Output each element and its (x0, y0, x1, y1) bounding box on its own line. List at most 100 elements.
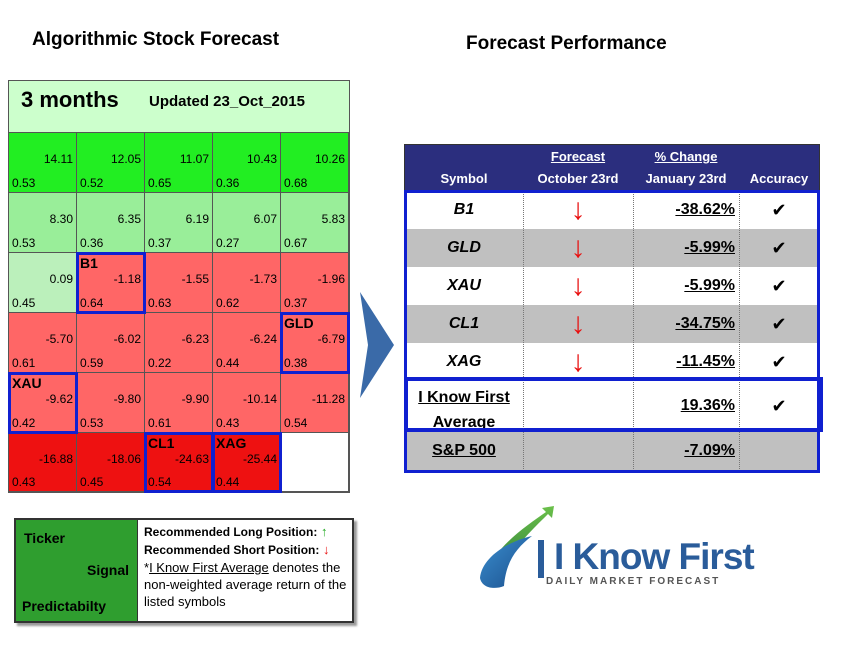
heatmap-cell-signal: -6.23 (181, 332, 209, 346)
row-change: -5.99% (684, 239, 735, 256)
heatmap-cell-signal: -9.80 (113, 392, 141, 406)
forecast-heatmap: 3 months Updated 23_Oct_2015 14.11 0.53 12… (8, 80, 350, 493)
average-change: 19.36% (680, 397, 735, 414)
table-row: B1 ↓ -38.62% ✔ (405, 191, 819, 229)
table-row: GLD ↓ -5.99% ✔ (405, 229, 819, 267)
big-right-arrow-icon (360, 292, 394, 398)
checkmark-icon: ✔ (771, 352, 787, 372)
heatmap-cell-predictability: 0.38 (284, 356, 308, 370)
heatmap-cell: 6.07 0.27 (213, 193, 281, 253)
heatmap-cell-predictability: 0.62 (216, 296, 240, 310)
legend-text: Recommended Long Position: ↑ Recommended… (144, 523, 354, 610)
right-title: Forecast Performance (466, 33, 667, 54)
down-arrow-icon: ↓ (322, 542, 330, 557)
heatmap-cell-predictability: 0.53 (12, 176, 36, 190)
heatmap-cell-signal: -6.02 (113, 332, 141, 346)
heatmap-cell: -6.02 0.59 (77, 313, 145, 373)
heatmap-cell-signal: 0.09 (49, 272, 73, 286)
heatmap-cell-signal: -10.14 (242, 392, 277, 406)
heatmap-cell-ticker: CL1 (148, 435, 175, 451)
left-title: Algorithmic Stock Forecast (32, 29, 280, 50)
heatmap-cell: 6.35 0.36 (77, 193, 145, 253)
average-label-line2: Average (432, 414, 496, 431)
heatmap-cell-signal: -25.44 (242, 452, 277, 466)
row-symbol: GLD (447, 239, 481, 256)
heatmap-cell-signal: 8.30 (49, 212, 73, 226)
heatmap-cell: -1.55 0.63 (145, 253, 213, 313)
down-arrow-icon: ↓ (570, 231, 586, 264)
heatmap-cell-predictability: 0.36 (80, 236, 104, 250)
heatmap-cell-predictability: 0.53 (80, 416, 104, 430)
heatmap-cell-predictability: 0.54 (148, 475, 172, 489)
heatmap-cell-predictability: 0.22 (148, 356, 172, 370)
heatmap-cell-predictability: 0.44 (216, 475, 240, 489)
heatmap-cell: 5.83 0.67 (281, 193, 349, 253)
heatmap-cell-signal: -1.18 (113, 272, 141, 286)
heatmap-cell-signal: -11.28 (311, 392, 345, 406)
heatmap-cell-signal: -1.55 (181, 272, 209, 286)
heatmap-cell-signal: 10.43 (246, 152, 277, 166)
checkmark-icon: ✔ (771, 238, 787, 258)
heatmap-cell-predictability: 0.54 (284, 416, 308, 430)
header-change-date: January 23rd (645, 171, 727, 186)
row-symbol: XAG (446, 353, 482, 370)
checkmark-icon: ✔ (771, 276, 787, 296)
sp500-symbol: S&P 500 (432, 442, 496, 459)
down-arrow-icon: ↓ (570, 307, 586, 340)
legend-short: Recommended Short Position: (144, 543, 320, 557)
header-forecast: Forecast (550, 149, 606, 164)
heatmap-cell-predictability: 0.67 (284, 236, 308, 250)
heatmap-cell-predictability: 0.45 (80, 475, 104, 489)
heatmap-cell: 11.07 0.65 (145, 133, 213, 193)
logo-tagline: DAILY MARKET FORECAST (546, 576, 721, 587)
heatmap-cell-predictability: 0.37 (148, 236, 172, 250)
heatmap-cell-ticker: XAU (12, 375, 42, 391)
heatmap-cell: -11.28 0.54 (281, 373, 349, 433)
heatmap-cell: B1 -1.18 0.64 (77, 253, 145, 313)
heatmap-cell: -18.06 0.45 (77, 433, 145, 492)
average-label-line1: I Know First (418, 389, 510, 406)
heatmap-cell-predictability: 0.37 (284, 296, 308, 310)
legend-box: Ticker Signal Predictabilty Recommended … (14, 518, 354, 623)
column-divider (739, 191, 740, 471)
heatmap-period: 3 months (21, 87, 119, 112)
heatmap-cell-predictability: 0.36 (216, 176, 240, 190)
legend-signal: Signal (86, 562, 129, 578)
heatmap-cell-signal: -6.24 (249, 332, 277, 346)
heatmap-cell-predictability: 0.42 (12, 416, 36, 430)
heatmap-cell: -9.90 0.61 (145, 373, 213, 433)
logo-mark-icon (480, 506, 554, 588)
header-accuracy: Accuracy (749, 171, 809, 186)
legend-note-link: I Know First Average (149, 560, 269, 575)
performance-table: Symbol Forecast October 23rd % Change Ja… (404, 144, 823, 473)
heatmap-cell-signal: 6.35 (117, 212, 141, 226)
heatmap-cell: XAU -9.62 0.42 (9, 373, 77, 433)
down-arrow-icon: ↓ (570, 345, 586, 378)
heatmap-cell-predictability: 0.43 (12, 475, 36, 489)
heatmap-cell-signal: -1.96 (317, 272, 345, 286)
logo-name: I Know First (554, 536, 755, 577)
heatmap-cell-signal: 6.19 (185, 212, 209, 226)
legend-note-text: denotes the non-weighted average return … (144, 560, 347, 609)
heatmap-cell-predictability: 0.44 (216, 356, 240, 370)
heatmap-updated-date: Updated 23_Oct_2015 (149, 93, 305, 110)
row-symbol: XAU (447, 277, 481, 294)
heatmap-grid: 14.11 0.53 12.05 0.52 11.07 0.65 10.43 0.36 10.2… (8, 133, 350, 493)
legend-ticker: Ticker (24, 530, 65, 546)
heatmap-header: 3 months Updated 23_Oct_2015 (9, 81, 349, 133)
heatmap-cell (281, 433, 349, 492)
legend-predictability: Predictabilty (22, 598, 107, 614)
heatmap-cell-predictability: 0.43 (216, 416, 240, 430)
heatmap-cell: -9.80 0.53 (77, 373, 145, 433)
heatmap-cell: 0.09 0.45 (9, 253, 77, 313)
header-change: % Change (654, 149, 718, 164)
legend-key: Ticker Signal Predictabilty (16, 520, 138, 621)
heatmap-cell-predictability: 0.27 (216, 236, 240, 250)
heatmap-cell: -10.14 0.43 (213, 373, 281, 433)
heatmap-cell-signal: -18.06 (106, 452, 141, 466)
row-change: -38.62% (675, 201, 735, 218)
up-arrow-icon: ↑ (320, 524, 328, 539)
heatmap-cell: -6.24 0.44 (213, 313, 281, 373)
heatmap-cell: 10.43 0.36 (213, 133, 281, 193)
heatmap-cell-signal: 14.11 (43, 152, 73, 166)
